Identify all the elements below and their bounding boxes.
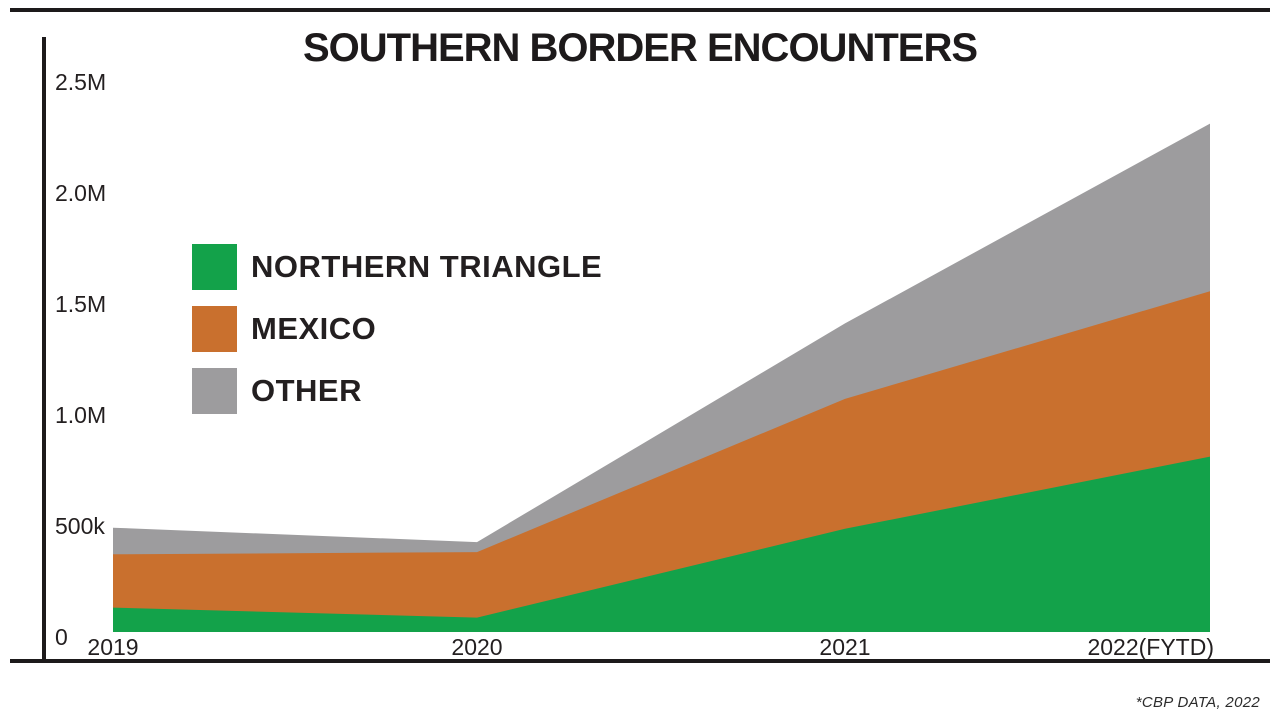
area-northern-triangle xyxy=(113,456,1210,632)
y-tick-label: 1.5M xyxy=(55,291,107,317)
mexico-swatch-icon xyxy=(192,306,237,352)
x-tick-label: 2020 xyxy=(451,634,503,660)
y-tick-label: 0 xyxy=(55,624,68,650)
northern-triangle-swatch-icon xyxy=(192,244,237,290)
legend-label-mexico: MEXICO xyxy=(251,311,377,346)
top-border-rule xyxy=(10,8,1270,12)
legend-item-northern-triangle: NORTHERN TRIANGLE xyxy=(192,244,602,290)
other-swatch-icon xyxy=(192,368,237,414)
legend-item-other: OTHER xyxy=(192,368,602,414)
y-axis-line xyxy=(42,37,46,661)
y-tick-label: 500k xyxy=(55,513,105,539)
y-tick-label: 1.0M xyxy=(55,402,107,428)
x-axis-line xyxy=(10,659,1270,663)
y-tick-label: 2.5M xyxy=(55,69,107,95)
x-tick-label: 2021 xyxy=(819,634,871,660)
source-note: *CBP DATA, 2022 xyxy=(1135,694,1260,711)
y-tick-label: 2.0M xyxy=(55,180,107,206)
legend: NORTHERN TRIANGLE MEXICO OTHER xyxy=(192,244,602,414)
x-tick-label: 2022(FYTD) xyxy=(1087,634,1214,660)
chart-title: SOUTHERN BORDER ENCOUNTERS xyxy=(302,26,978,70)
x-tick-label: 2019 xyxy=(87,634,139,660)
legend-label-other: OTHER xyxy=(251,373,362,408)
legend-item-mexico: MEXICO xyxy=(192,306,602,352)
legend-label-northern-triangle: NORTHERN TRIANGLE xyxy=(251,249,603,284)
